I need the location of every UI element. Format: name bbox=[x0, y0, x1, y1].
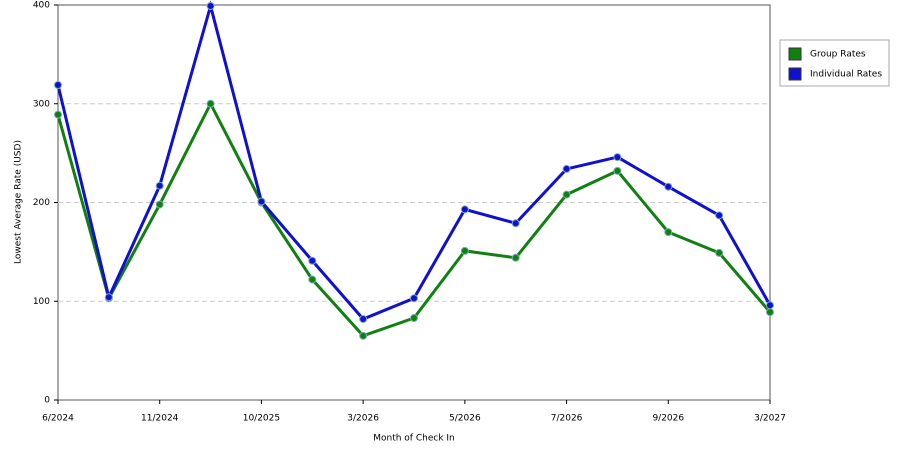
data-point bbox=[664, 182, 673, 191]
data-point bbox=[613, 153, 622, 162]
data-point bbox=[308, 256, 317, 265]
data-point bbox=[715, 211, 724, 220]
y-axis-title: Lowest Average Rate (USD) bbox=[14, 140, 24, 264]
data-point bbox=[54, 80, 62, 89]
y-tick-label: 300 bbox=[33, 99, 50, 109]
data-point bbox=[562, 164, 571, 173]
x-tick-label: 6/2024 bbox=[42, 414, 74, 424]
data-point bbox=[257, 197, 266, 206]
data-point bbox=[664, 228, 673, 237]
x-tick-label: 10/2025 bbox=[243, 414, 280, 424]
y-tick-label: 400 bbox=[33, 1, 50, 11]
data-point bbox=[410, 294, 418, 303]
x-tick-label: 3/2026 bbox=[347, 414, 379, 424]
legend-swatch bbox=[788, 47, 802, 61]
data-point bbox=[54, 110, 62, 119]
data-point bbox=[766, 308, 774, 317]
series-line bbox=[56, 0, 772, 321]
data-point bbox=[766, 301, 774, 310]
data-point bbox=[359, 315, 368, 324]
data-point bbox=[562, 190, 571, 199]
legend-swatch bbox=[788, 67, 802, 81]
y-tick-label: 0 bbox=[44, 396, 50, 406]
data-point bbox=[206, 99, 215, 108]
x-axis-title: Month of Check In bbox=[373, 434, 455, 444]
y-tick-label: 100 bbox=[33, 297, 50, 307]
data-point bbox=[460, 205, 469, 214]
data-point bbox=[511, 253, 520, 262]
data-point bbox=[359, 331, 368, 340]
x-tick-label: 5/2026 bbox=[449, 414, 481, 424]
x-tick-label: 11/2024 bbox=[141, 414, 179, 424]
data-point bbox=[206, 1, 215, 10]
data-point bbox=[155, 200, 164, 209]
data-point bbox=[460, 246, 469, 255]
data-point bbox=[715, 248, 724, 257]
data-point bbox=[613, 166, 622, 175]
legend-label: Group Rates bbox=[810, 50, 866, 60]
legend-label: Individual Rates bbox=[810, 70, 882, 80]
data-point bbox=[308, 275, 317, 284]
x-tick-label: 3/2027 bbox=[754, 414, 786, 424]
x-tick-label: 7/2026 bbox=[551, 414, 583, 424]
x-tick-label: 9/2026 bbox=[652, 414, 684, 424]
data-point bbox=[104, 293, 113, 302]
data-point bbox=[511, 219, 520, 228]
y-tick-label: 200 bbox=[33, 198, 50, 208]
data-point bbox=[155, 181, 164, 190]
data-point bbox=[410, 314, 418, 323]
